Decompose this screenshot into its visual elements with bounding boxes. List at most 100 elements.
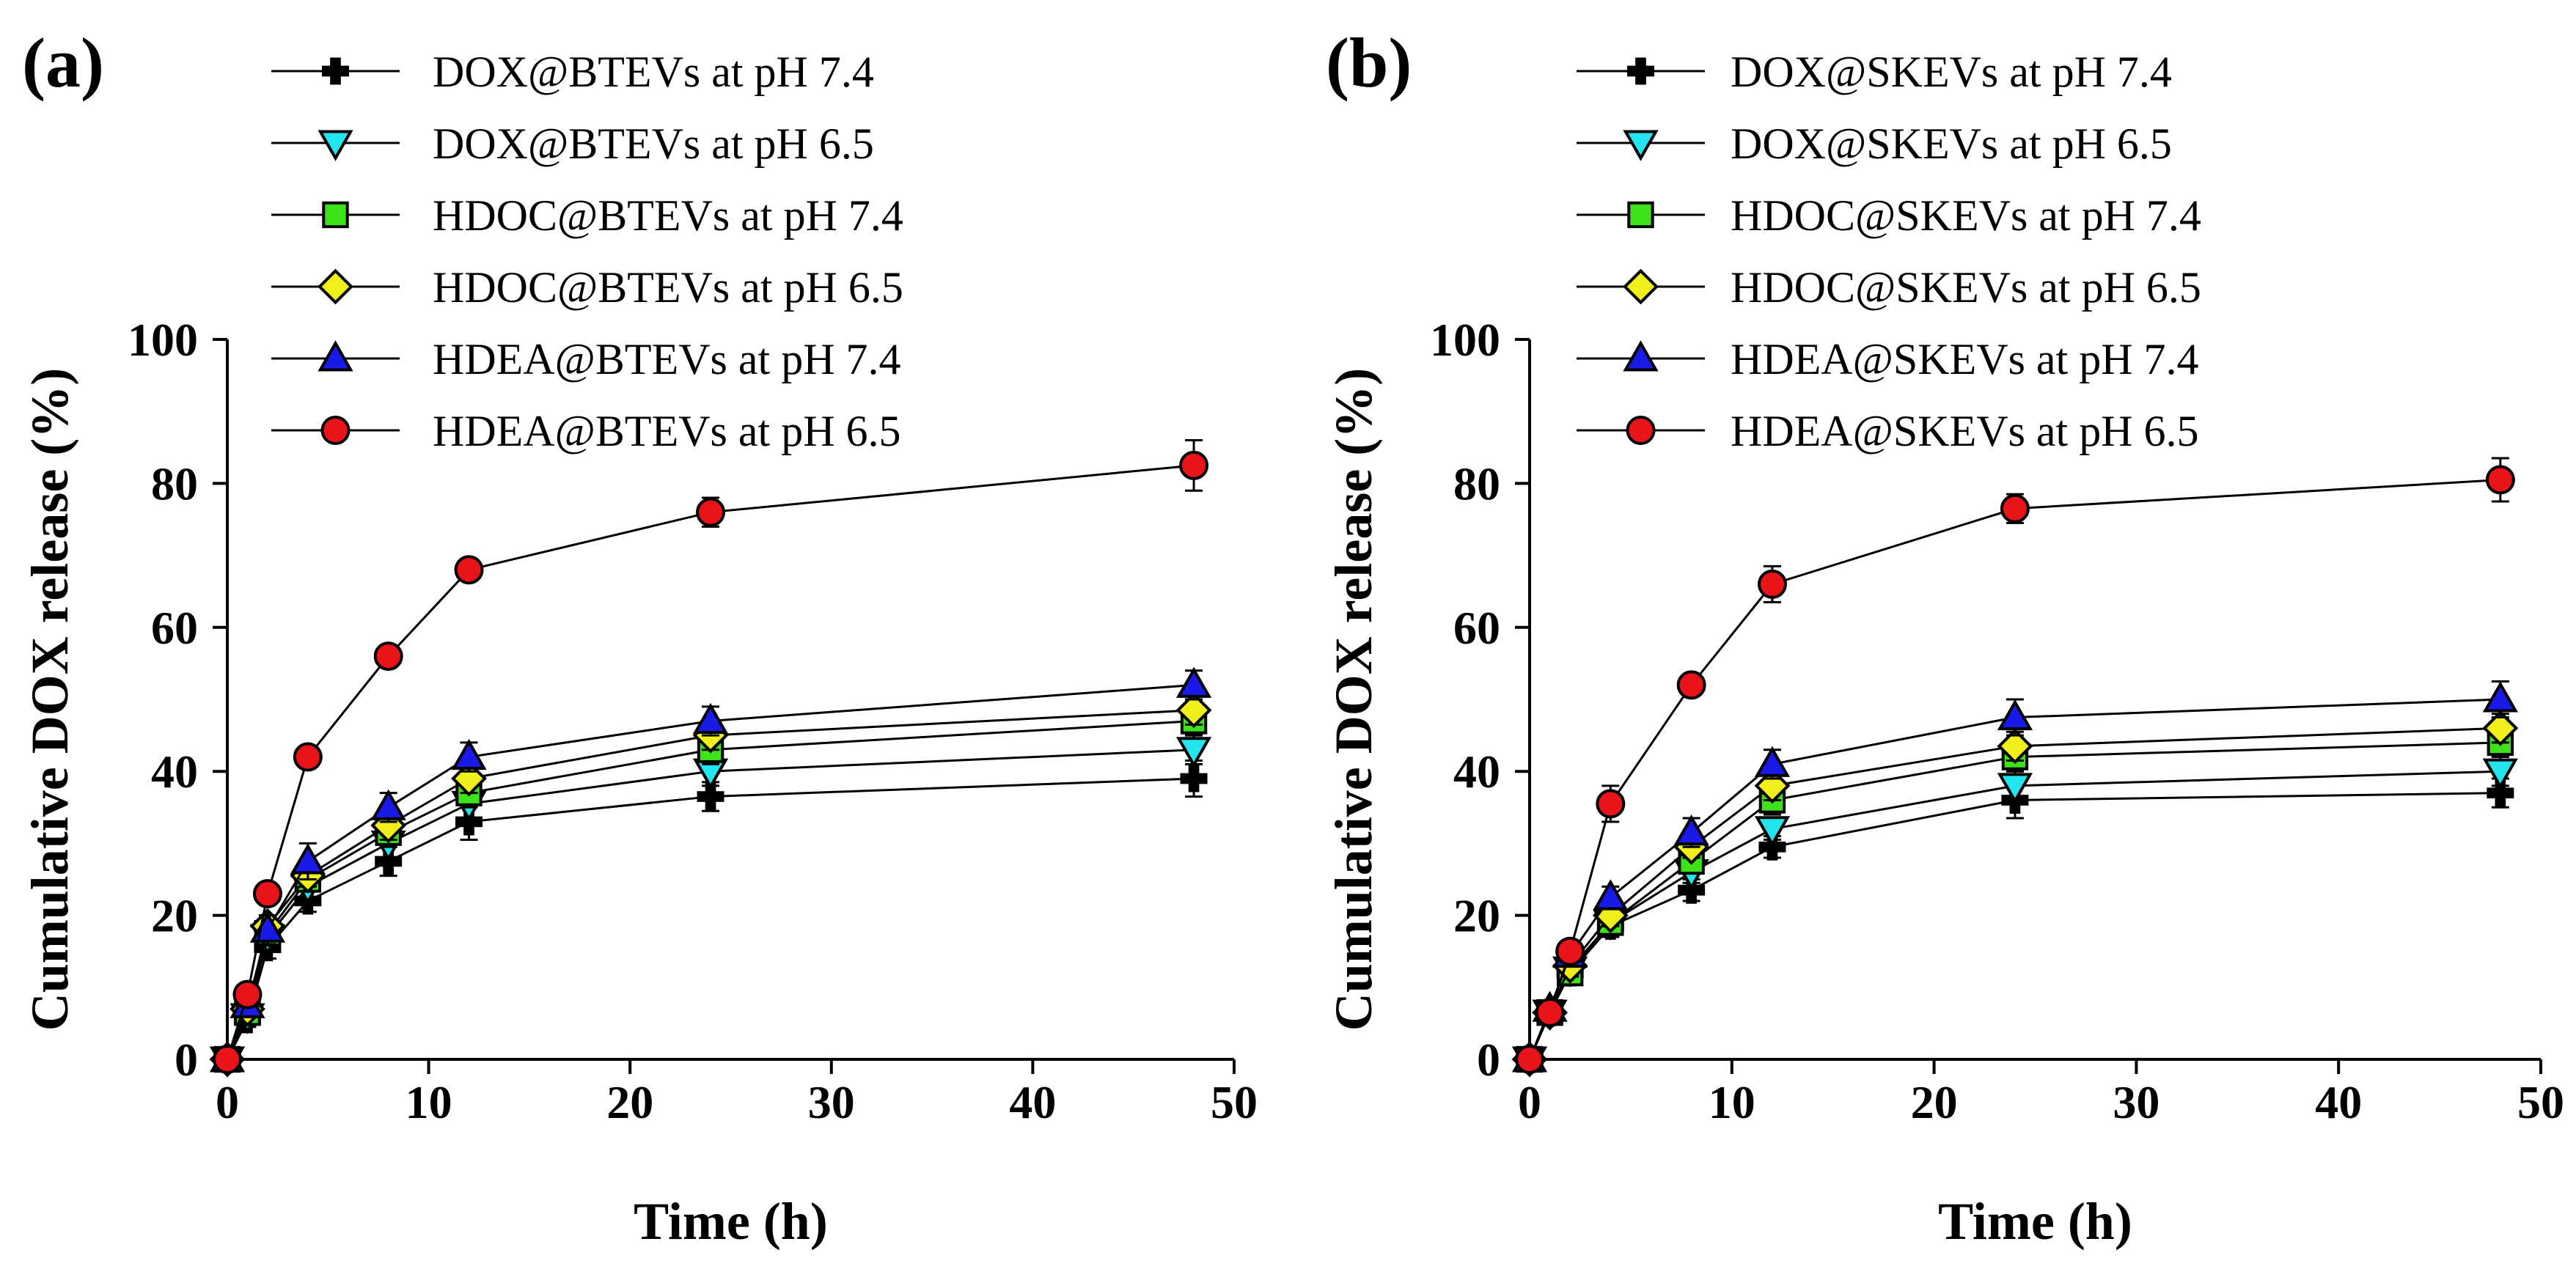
legend-entry: DOX@BTEVs at pH 6.5 — [271, 119, 874, 168]
legend-label: DOX@BTEVs at pH 7.4 — [433, 48, 874, 96]
series-line — [226, 464, 1195, 1060]
series-line — [226, 777, 1195, 1060]
data-point — [1179, 450, 1209, 480]
legend-entry: HDOC@BTEVs at pH 7.4 — [271, 191, 903, 240]
data-point — [1754, 816, 1791, 847]
data-point — [1596, 789, 1626, 819]
data-point — [2482, 710, 2519, 746]
data-point — [1175, 737, 1212, 768]
y-tick-label: 60 — [151, 602, 198, 654]
legend-entry: HDEA@BTEVs at pH 6.5 — [271, 407, 901, 455]
data-point — [2000, 493, 2030, 523]
data-point — [1175, 666, 1212, 698]
data-point — [1515, 1045, 1544, 1074]
series-dox-skevs-at-ph-7-4 — [1516, 777, 2514, 1073]
data-point — [454, 555, 484, 585]
legend-entry: HDEA@SKEVs at pH 6.5 — [1577, 407, 2199, 455]
legend-entry: HDEA@SKEVs at pH 7.4 — [1577, 335, 2199, 383]
chart-panel-a: (a) 0 10 20 30 40 50 0 20 40 60 80 100 Time (h) Cumula… — [21, 23, 1258, 1251]
data-point — [252, 879, 282, 909]
data-point — [2482, 681, 2518, 713]
series-dox-btevs-at-ph-7-4 — [213, 759, 1208, 1073]
data-point — [1180, 765, 1208, 792]
x-tick-label: 20 — [1911, 1076, 1958, 1128]
data-point — [290, 843, 326, 875]
legend-marker — [1623, 130, 1659, 161]
data-point — [696, 497, 726, 527]
y-tick-label: 80 — [1453, 457, 1500, 510]
x-tick-label: 40 — [2315, 1076, 2362, 1128]
x-tick-label: 10 — [1709, 1076, 1755, 1128]
x-tick-label: 50 — [1211, 1076, 1258, 1128]
legend-label: HDOC@BTEVs at pH 7.4 — [433, 191, 903, 240]
legend-label: HDEA@BTEVs at pH 7.4 — [433, 335, 901, 383]
data-point — [1757, 569, 1787, 599]
y-tick-label: 40 — [151, 746, 198, 798]
x-tick-label: 30 — [2113, 1076, 2159, 1128]
legend-label: HDEA@BTEVs at pH 6.5 — [433, 407, 901, 455]
y-tick-label: 60 — [1453, 602, 1500, 654]
legend-marker — [322, 57, 349, 85]
series-hdea-skevs-at-ph-6-5 — [1515, 457, 2515, 1074]
legend-label: HDOC@SKEVs at pH 7.4 — [1731, 191, 2201, 240]
x-tick-label: 40 — [1009, 1076, 1056, 1128]
y-tick-label: 0 — [175, 1034, 198, 1086]
panel-label: (b) — [1326, 23, 1412, 102]
x-tick-label: 10 — [406, 1076, 452, 1128]
data-point — [1593, 879, 1629, 911]
data-point — [293, 742, 323, 772]
data-point — [370, 789, 406, 820]
data-point — [692, 702, 729, 734]
y-tick-label: 20 — [1453, 890, 1500, 942]
legend-entry: HDEA@BTEVs at pH 7.4 — [271, 335, 901, 383]
data-point — [1997, 773, 2033, 804]
series-hdoc-btevs-at-ph-7-4 — [213, 705, 1208, 1073]
legend-label: HDOC@SKEVs at pH 6.5 — [1731, 263, 2201, 312]
data-point — [232, 979, 263, 1009]
y-tick-label: 0 — [1477, 1034, 1500, 1086]
data-point — [1754, 746, 1791, 777]
legend-label: HDOC@BTEVs at pH 6.5 — [433, 263, 903, 312]
legend-entry: HDOC@SKEVs at pH 7.4 — [1577, 191, 2201, 240]
legend-label: HDEA@SKEVs at pH 7.4 — [1731, 335, 2199, 383]
legend-marker — [1623, 340, 1659, 372]
legend-entry: DOX@SKEVs at pH 7.4 — [1577, 48, 2172, 96]
legend-entry: HDOC@BTEVs at pH 6.5 — [271, 263, 903, 312]
x-tick-label: 0 — [216, 1076, 239, 1128]
legend-marker — [1627, 201, 1654, 229]
legend-label: DOX@SKEVs at pH 6.5 — [1731, 119, 2172, 168]
data-point — [451, 738, 487, 770]
data-point — [2487, 779, 2514, 807]
legend-marker — [322, 201, 349, 229]
y-tick-label: 20 — [151, 890, 198, 942]
legend-marker — [1626, 416, 1656, 445]
legend-entry: DOX@BTEVs at pH 7.4 — [271, 48, 874, 96]
data-point — [1535, 998, 1565, 1028]
data-point — [1676, 670, 1706, 700]
x-axis-title: Time (h) — [1938, 1192, 2132, 1251]
x-tick-label: 0 — [1518, 1076, 1541, 1128]
data-point — [213, 1045, 242, 1074]
data-point — [1555, 936, 1585, 966]
data-point — [1175, 692, 1212, 729]
series-dox-btevs-at-ph-6-5 — [209, 734, 1212, 1078]
legend-marker — [320, 416, 351, 445]
legend-marker — [1623, 268, 1659, 305]
x-tick-label: 30 — [808, 1076, 855, 1128]
series-hdea-btevs-at-ph-6-5 — [213, 438, 1209, 1074]
data-point — [697, 783, 724, 811]
y-axis-title: Cumulative DOX release (%) — [1324, 368, 1383, 1031]
data-point — [451, 760, 487, 797]
legend-entry: HDOC@SKEVs at pH 6.5 — [1577, 263, 2201, 312]
y-tick-label: 80 — [151, 457, 198, 510]
legend-label: DOX@SKEVs at pH 7.4 — [1731, 48, 2172, 96]
legend-label: DOX@BTEVs at pH 6.5 — [433, 119, 874, 168]
x-tick-label: 50 — [2517, 1076, 2564, 1128]
legend-marker — [1627, 57, 1654, 85]
chart-panel-b: (b) 0 10 20 30 40 50 0 20 40 60 80 100 Time (h) Cumula… — [1324, 23, 2564, 1251]
legend-entry: DOX@SKEVs at pH 6.5 — [1577, 119, 2172, 168]
legend-marker — [318, 130, 353, 161]
data-point — [1997, 728, 2033, 765]
data-point — [2482, 758, 2518, 790]
